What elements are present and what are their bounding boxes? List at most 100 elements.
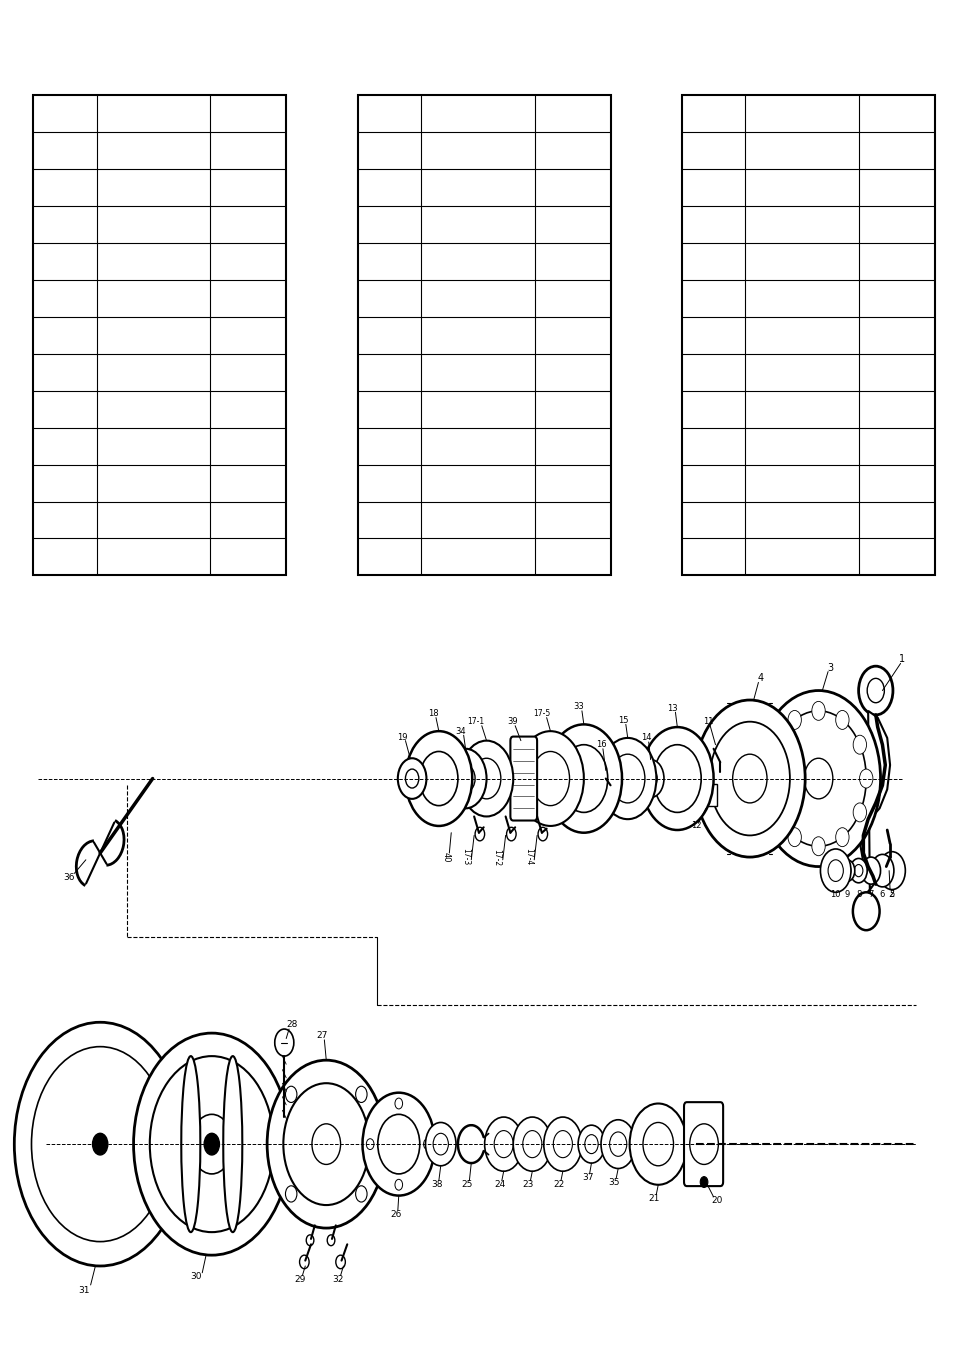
Circle shape bbox=[811, 701, 824, 720]
Text: 17-2: 17-2 bbox=[492, 849, 501, 865]
Circle shape bbox=[763, 769, 777, 788]
Circle shape bbox=[578, 1125, 604, 1163]
Circle shape bbox=[629, 1104, 686, 1185]
Text: 14: 14 bbox=[640, 734, 652, 742]
Text: 12: 12 bbox=[690, 822, 701, 830]
FancyBboxPatch shape bbox=[683, 1102, 722, 1186]
Circle shape bbox=[425, 1122, 456, 1166]
Circle shape bbox=[870, 854, 893, 887]
Circle shape bbox=[854, 864, 862, 877]
Bar bbox=[681, 95, 934, 575]
Text: 34: 34 bbox=[455, 727, 466, 735]
Ellipse shape bbox=[223, 1056, 242, 1232]
Text: 1: 1 bbox=[899, 654, 904, 665]
Circle shape bbox=[419, 751, 457, 806]
Circle shape bbox=[306, 1235, 314, 1246]
Circle shape bbox=[285, 1186, 296, 1202]
Circle shape bbox=[366, 1139, 374, 1150]
Circle shape bbox=[878, 852, 904, 890]
Circle shape bbox=[444, 749, 486, 808]
Text: 15: 15 bbox=[617, 716, 628, 724]
Text: 17-1: 17-1 bbox=[467, 718, 484, 726]
Circle shape bbox=[377, 1114, 419, 1174]
Circle shape bbox=[732, 754, 766, 803]
Circle shape bbox=[285, 1086, 296, 1102]
Circle shape bbox=[694, 700, 804, 857]
Circle shape bbox=[433, 1133, 448, 1155]
Circle shape bbox=[423, 1139, 431, 1150]
Circle shape bbox=[852, 892, 879, 930]
Text: 10: 10 bbox=[829, 891, 841, 899]
Circle shape bbox=[770, 711, 865, 846]
Circle shape bbox=[517, 731, 583, 826]
Text: 4: 4 bbox=[757, 673, 762, 684]
Circle shape bbox=[700, 1177, 707, 1187]
Text: 32: 32 bbox=[332, 1275, 343, 1284]
Circle shape bbox=[506, 827, 516, 841]
Text: 17-5: 17-5 bbox=[533, 709, 550, 718]
Circle shape bbox=[835, 827, 848, 846]
Text: 17-3: 17-3 bbox=[460, 849, 470, 865]
Ellipse shape bbox=[181, 1056, 200, 1232]
Circle shape bbox=[598, 738, 656, 819]
Text: 24: 24 bbox=[494, 1181, 505, 1189]
Circle shape bbox=[553, 1131, 572, 1158]
Circle shape bbox=[559, 745, 607, 812]
Circle shape bbox=[756, 691, 880, 867]
Text: 26: 26 bbox=[390, 1210, 401, 1219]
Text: 28: 28 bbox=[286, 1021, 297, 1029]
Text: 17-4: 17-4 bbox=[523, 849, 533, 865]
Circle shape bbox=[599, 770, 611, 787]
Text: 21: 21 bbox=[648, 1194, 659, 1202]
Circle shape bbox=[274, 1029, 294, 1056]
Circle shape bbox=[820, 849, 850, 892]
Circle shape bbox=[267, 1060, 385, 1228]
Text: 7: 7 bbox=[867, 891, 873, 899]
Text: 20: 20 bbox=[711, 1197, 722, 1205]
Circle shape bbox=[531, 751, 569, 806]
Circle shape bbox=[852, 735, 865, 754]
Circle shape bbox=[362, 1093, 435, 1196]
Text: 39: 39 bbox=[506, 718, 517, 726]
Circle shape bbox=[640, 727, 713, 830]
Circle shape bbox=[787, 711, 801, 730]
Text: 40: 40 bbox=[441, 852, 451, 862]
Circle shape bbox=[299, 1255, 309, 1269]
Circle shape bbox=[803, 758, 832, 799]
Text: 22: 22 bbox=[553, 1181, 564, 1189]
Circle shape bbox=[191, 1114, 233, 1174]
Text: 9: 9 bbox=[843, 891, 849, 899]
Circle shape bbox=[827, 860, 842, 881]
Text: 25: 25 bbox=[461, 1181, 473, 1189]
Circle shape bbox=[653, 745, 700, 812]
Text: 30: 30 bbox=[190, 1273, 201, 1281]
Text: 13: 13 bbox=[666, 704, 678, 712]
Text: 36: 36 bbox=[63, 873, 74, 881]
Text: 38: 38 bbox=[431, 1181, 442, 1189]
Text: 37: 37 bbox=[581, 1174, 593, 1182]
Circle shape bbox=[335, 1255, 345, 1269]
Circle shape bbox=[537, 827, 547, 841]
Circle shape bbox=[484, 1117, 522, 1171]
Circle shape bbox=[355, 1086, 367, 1102]
Circle shape bbox=[835, 711, 848, 730]
Polygon shape bbox=[860, 711, 889, 914]
Text: 19: 19 bbox=[396, 734, 408, 742]
Circle shape bbox=[405, 731, 472, 826]
Circle shape bbox=[283, 1083, 369, 1205]
Bar bbox=[357, 95, 610, 575]
Circle shape bbox=[150, 1056, 274, 1232]
Circle shape bbox=[584, 1135, 598, 1154]
Circle shape bbox=[14, 1022, 186, 1266]
Bar bbox=[33, 95, 286, 575]
Text: 29: 29 bbox=[294, 1275, 305, 1284]
Circle shape bbox=[642, 1122, 673, 1166]
Circle shape bbox=[637, 760, 663, 798]
Text: 11: 11 bbox=[701, 718, 713, 726]
Circle shape bbox=[545, 724, 621, 833]
Circle shape bbox=[600, 1120, 635, 1169]
Circle shape bbox=[610, 754, 644, 803]
Circle shape bbox=[355, 1186, 367, 1202]
Circle shape bbox=[842, 865, 850, 876]
Circle shape bbox=[494, 1131, 513, 1158]
